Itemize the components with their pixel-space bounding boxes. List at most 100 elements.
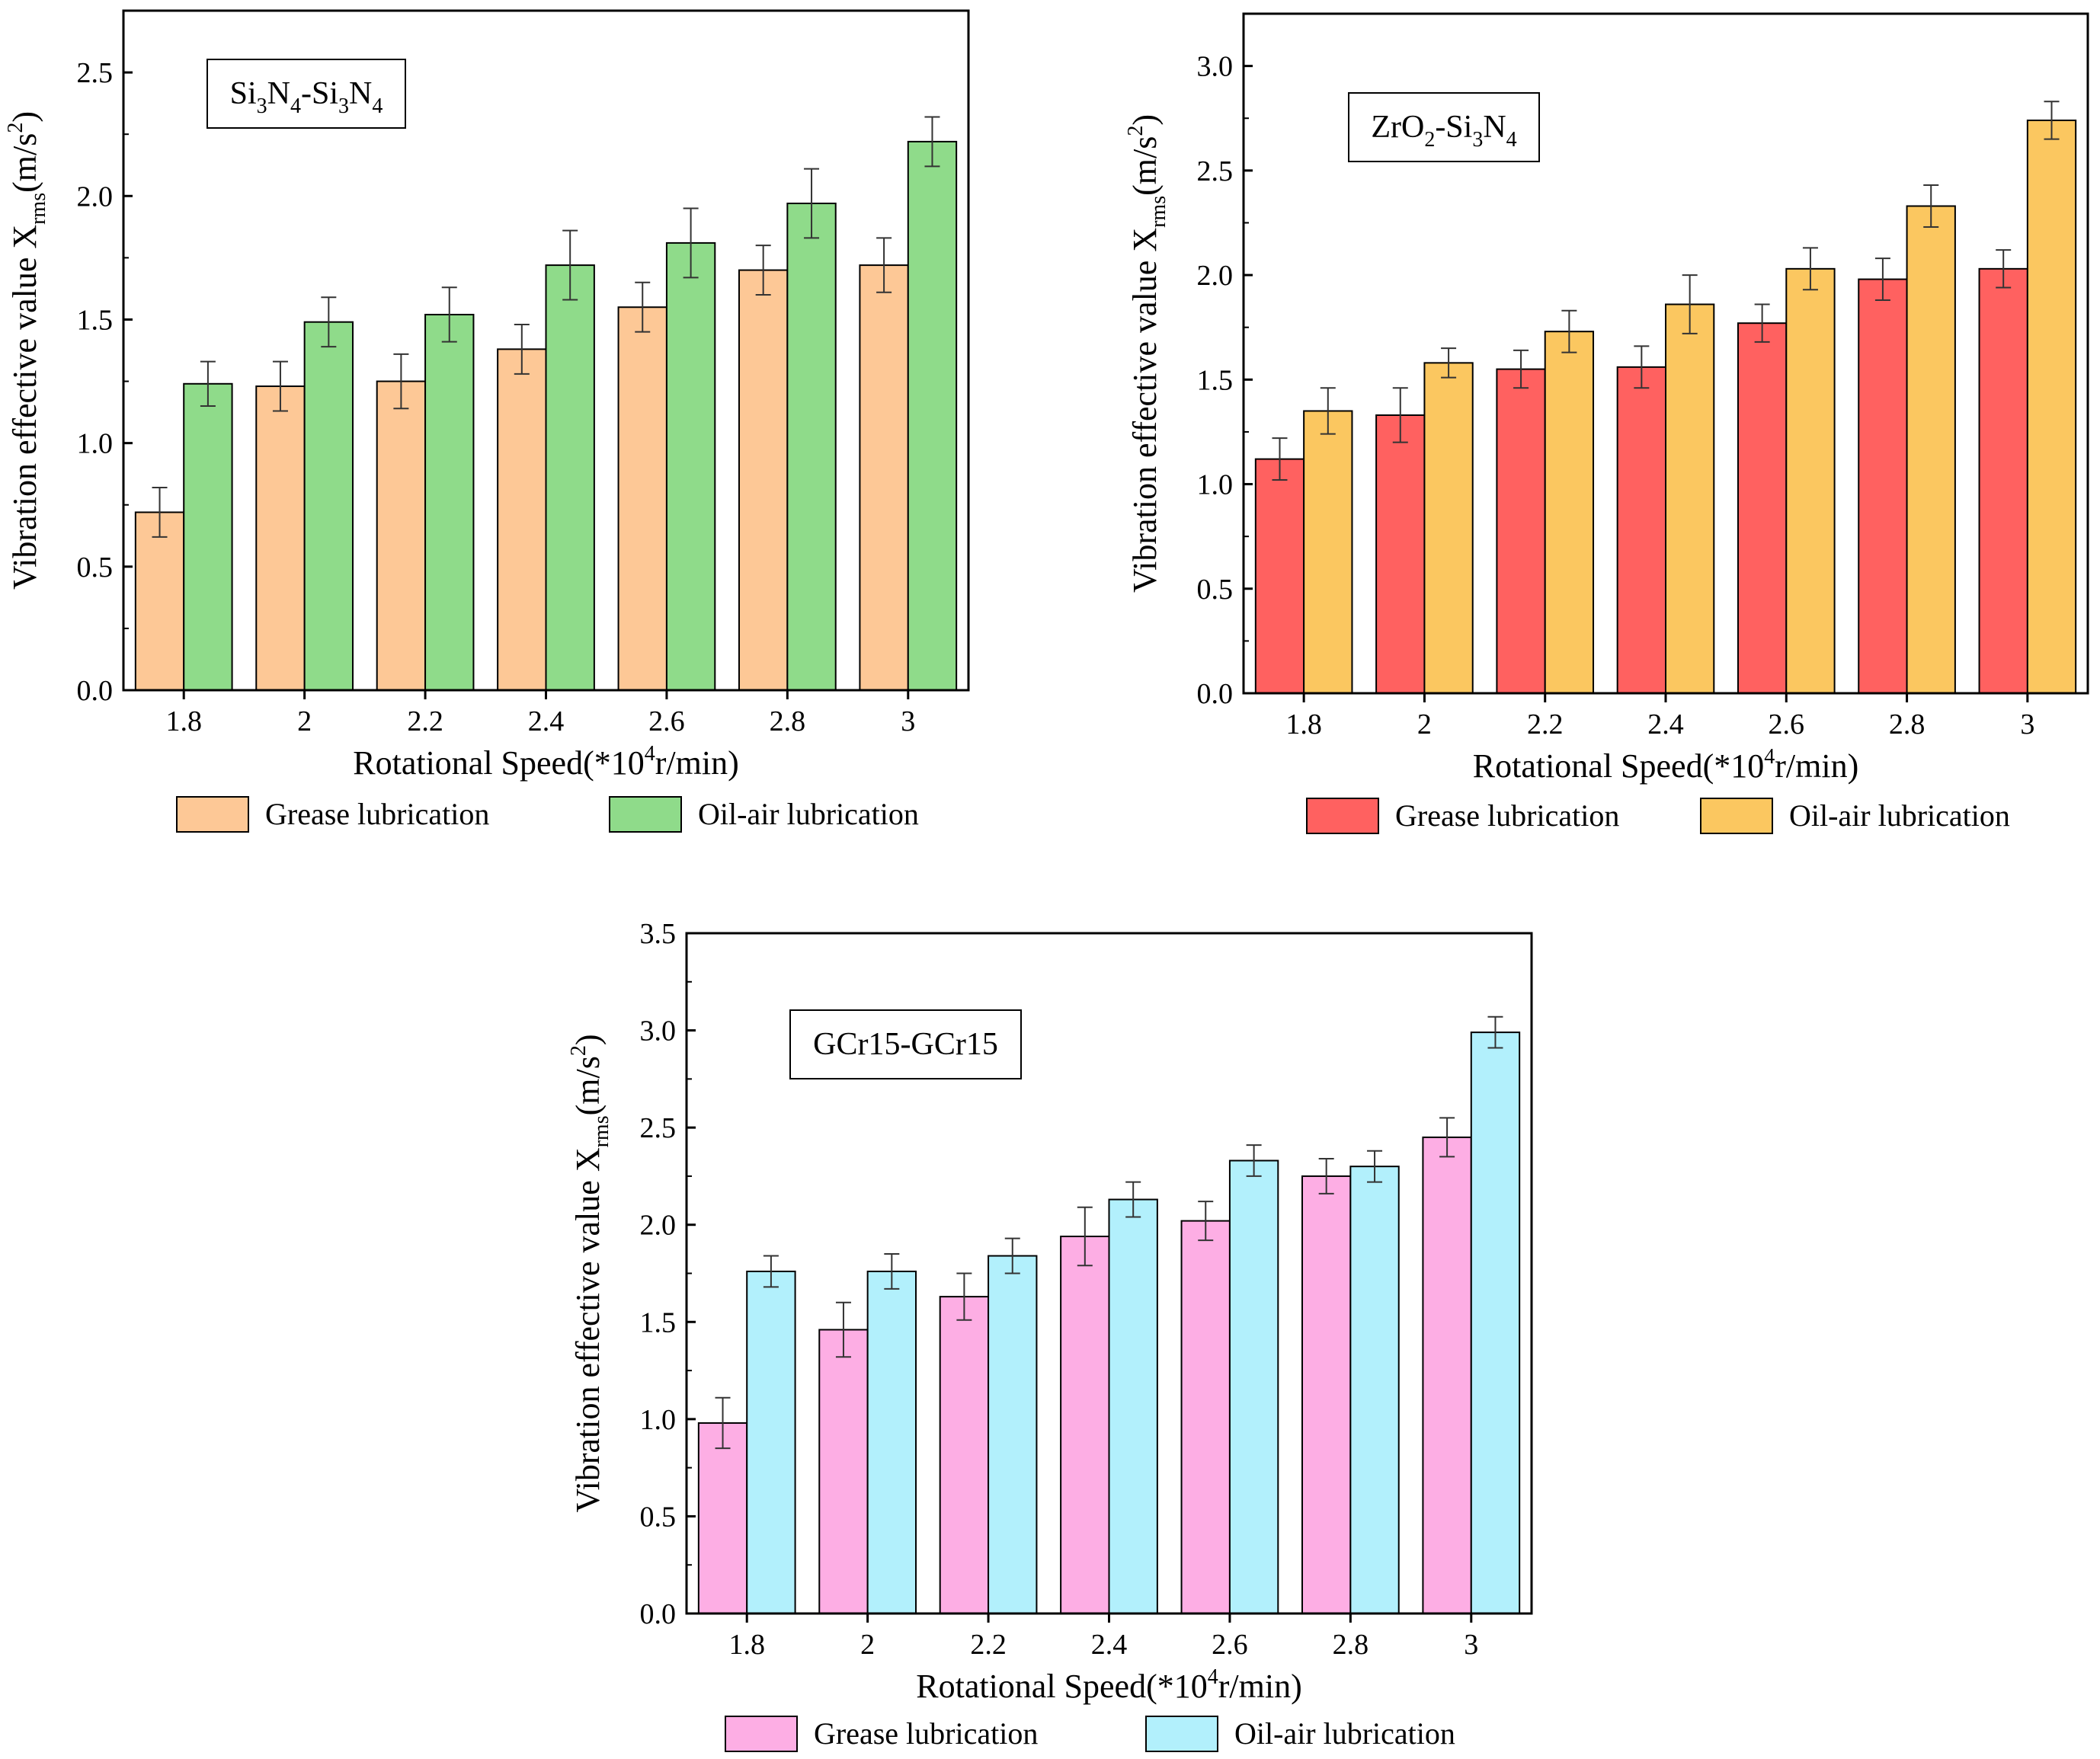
chart-si3n4: 0.0 0.5 1.0 1.5 2.0 2.5 1.8 2 2.2 2.4 2.6 2.8 3 Rotat…	[4, 9, 970, 833]
y-tick-label: 3.0	[1197, 51, 1234, 83]
error-bar-grease-2.2	[393, 353, 409, 410]
annotation-subscript: 4	[1506, 128, 1517, 152]
error-bar-oil-air-2.4	[562, 229, 578, 301]
bar-oil-air-2	[866, 1270, 917, 1615]
error-bar-oil-air-2	[1441, 347, 1457, 379]
error-bar-grease-3	[876, 237, 892, 293]
y-axis-label-tail: )	[569, 1034, 607, 1045]
bar-oil-air-2	[303, 321, 354, 691]
annotation-part: Si	[230, 76, 257, 111]
error-bar-grease-2	[835, 1301, 851, 1358]
legend-swatch-oil-air	[1145, 1716, 1218, 1752]
x-tick-label: 2	[1417, 708, 1432, 740]
y-tick-label: 2.5	[77, 57, 114, 89]
x-tick-label: 3	[901, 705, 915, 737]
error-bar-grease-2.8	[1318, 1157, 1334, 1195]
y-tick-label: 1.0	[640, 1404, 677, 1436]
error-bar-oil-air-1.8	[763, 1255, 779, 1288]
bar-oil-air-2.6	[1785, 267, 1836, 694]
error-bar-grease-2	[272, 360, 288, 412]
bar-grease-2.4	[497, 348, 547, 691]
error-bar-oil-air-3	[1487, 1015, 1503, 1049]
y-axis-label: Vibration effective value Xrms(m/s2)	[4, 111, 50, 590]
error-bar-oil-air-2.2	[1561, 309, 1577, 353]
bar-oil-air-2	[1423, 362, 1474, 694]
x-tick-label: 2.4	[528, 705, 565, 737]
y-tick-label: 2.5	[640, 1112, 677, 1144]
bar-oil-air-3	[2026, 119, 2077, 694]
bar-grease-2	[1375, 414, 1426, 694]
x-axis-label-superscript: 4	[1208, 1665, 1218, 1689]
x-tick-label: 2.4	[1647, 708, 1684, 740]
bar-grease-2	[255, 385, 306, 691]
bar-grease-3	[1978, 267, 2028, 694]
error-bar-oil-air-2.4	[1125, 1181, 1141, 1218]
error-bar-oil-air-2.8	[804, 168, 820, 239]
x-tick-label: 2.6	[1769, 708, 1805, 740]
x-axis-label-main: Rotational Speed(*10	[353, 744, 645, 782]
error-bar-grease-1.8	[1272, 437, 1288, 481]
error-bar-oil-air-2	[884, 1252, 900, 1290]
annotation-subscript: 4	[372, 94, 383, 118]
error-bar-grease-2.4	[1077, 1206, 1093, 1267]
bar-grease-3	[1422, 1136, 1472, 1614]
x-tick-label: 2.8	[770, 705, 806, 737]
annotation-box	[789, 1009, 1022, 1079]
annotation-label: Si3N4-Si3N4	[230, 76, 383, 118]
x-tick-label: 2.2	[407, 705, 443, 737]
chart-gcr15: 0.0 0.5 1.0 1.5 2.0 2.5 3.0 3.5 1.8 2 2.2 2.4 2.6 2.8…	[567, 918, 1533, 1752]
y-axis-label-tail: )	[6, 111, 43, 123]
bar-grease-2	[818, 1329, 869, 1615]
annotation-part: N	[349, 76, 372, 111]
x-tick-label: 2	[860, 1629, 875, 1661]
y-tick-label: 2.0	[640, 1210, 677, 1242]
x-axis-label-tail: r/min)	[1775, 747, 1858, 785]
x-axis-label-main: Rotational Speed(*10	[916, 1668, 1208, 1705]
bar-grease-2.4	[1060, 1236, 1110, 1614]
annotation-subscript: 3	[338, 94, 349, 118]
y-tick-label: 0.0	[1197, 678, 1234, 710]
legend-label-grease: Grease lubrication	[1395, 798, 1619, 833]
bar-oil-air-2.8	[786, 203, 837, 691]
annotation-subscript: 2	[1424, 128, 1435, 152]
x-tick-label: 1.8	[728, 1629, 765, 1661]
x-tick-label: 1.8	[1285, 708, 1322, 740]
error-bar-oil-air-2.8	[1923, 184, 1939, 228]
y-tick-label: 3.0	[640, 1015, 677, 1047]
annotation-label: GCr15-GCr15	[813, 1027, 998, 1062]
y-axis-label-unit: (m/s	[1126, 136, 1164, 196]
annotation-subscript: 3	[257, 94, 267, 118]
legend-label-oil-air: Oil-air lubrication	[698, 797, 919, 831]
bar-oil-air-3	[907, 140, 958, 691]
error-bar-oil-air-3	[924, 116, 940, 168]
bar-oil-air-1.8	[746, 1270, 796, 1615]
x-tick-label: 2.8	[1889, 708, 1926, 740]
x-axis-label-superscript: 4	[1764, 745, 1775, 769]
error-bar-oil-air-2.4	[1682, 274, 1698, 334]
legend-swatch-oil-air	[1700, 798, 1773, 834]
y-tick-label: 0.5	[77, 552, 114, 584]
bar-grease-2.8	[1301, 1175, 1352, 1614]
error-bar-grease-2.2	[956, 1272, 972, 1321]
bar-grease-1.8	[1254, 458, 1305, 694]
bar-oil-air-2.2	[988, 1255, 1038, 1614]
x-tick-label: 2	[297, 705, 312, 737]
bar-oil-air-2.8	[1349, 1166, 1400, 1614]
annotation-label: ZrO2-Si3N4	[1371, 110, 1516, 152]
error-bar-oil-air-2.6	[1246, 1144, 1262, 1177]
annotation-part: GCr15-GCr15	[813, 1027, 998, 1062]
y-tick-label: 0.5	[1197, 574, 1234, 606]
legend-label-grease: Grease lubrication	[814, 1716, 1038, 1751]
error-bar-grease-1.8	[152, 487, 168, 538]
error-bar-grease-3	[1996, 249, 2012, 289]
bar-oil-air-2.6	[665, 241, 716, 692]
legend-swatch-grease	[176, 796, 249, 833]
error-bar-grease-1.8	[715, 1396, 731, 1450]
legend-label-grease: Grease lubrication	[265, 797, 489, 831]
y-tick-label: 1.5	[1197, 364, 1234, 396]
bar-oil-air-3	[1470, 1031, 1521, 1614]
x-axis-label: Rotational Speed(*104r/min)	[916, 1665, 1301, 1705]
y-tick-label: 2.0	[77, 181, 114, 213]
x-axis-label: Rotational Speed(*104r/min)	[353, 742, 738, 782]
chart-zro2: 0.0 0.5 1.0 1.5 2.0 2.5 3.0 1.8 2 2.2 2.4 2.6 2.8 3 Ro…	[1124, 12, 2089, 834]
